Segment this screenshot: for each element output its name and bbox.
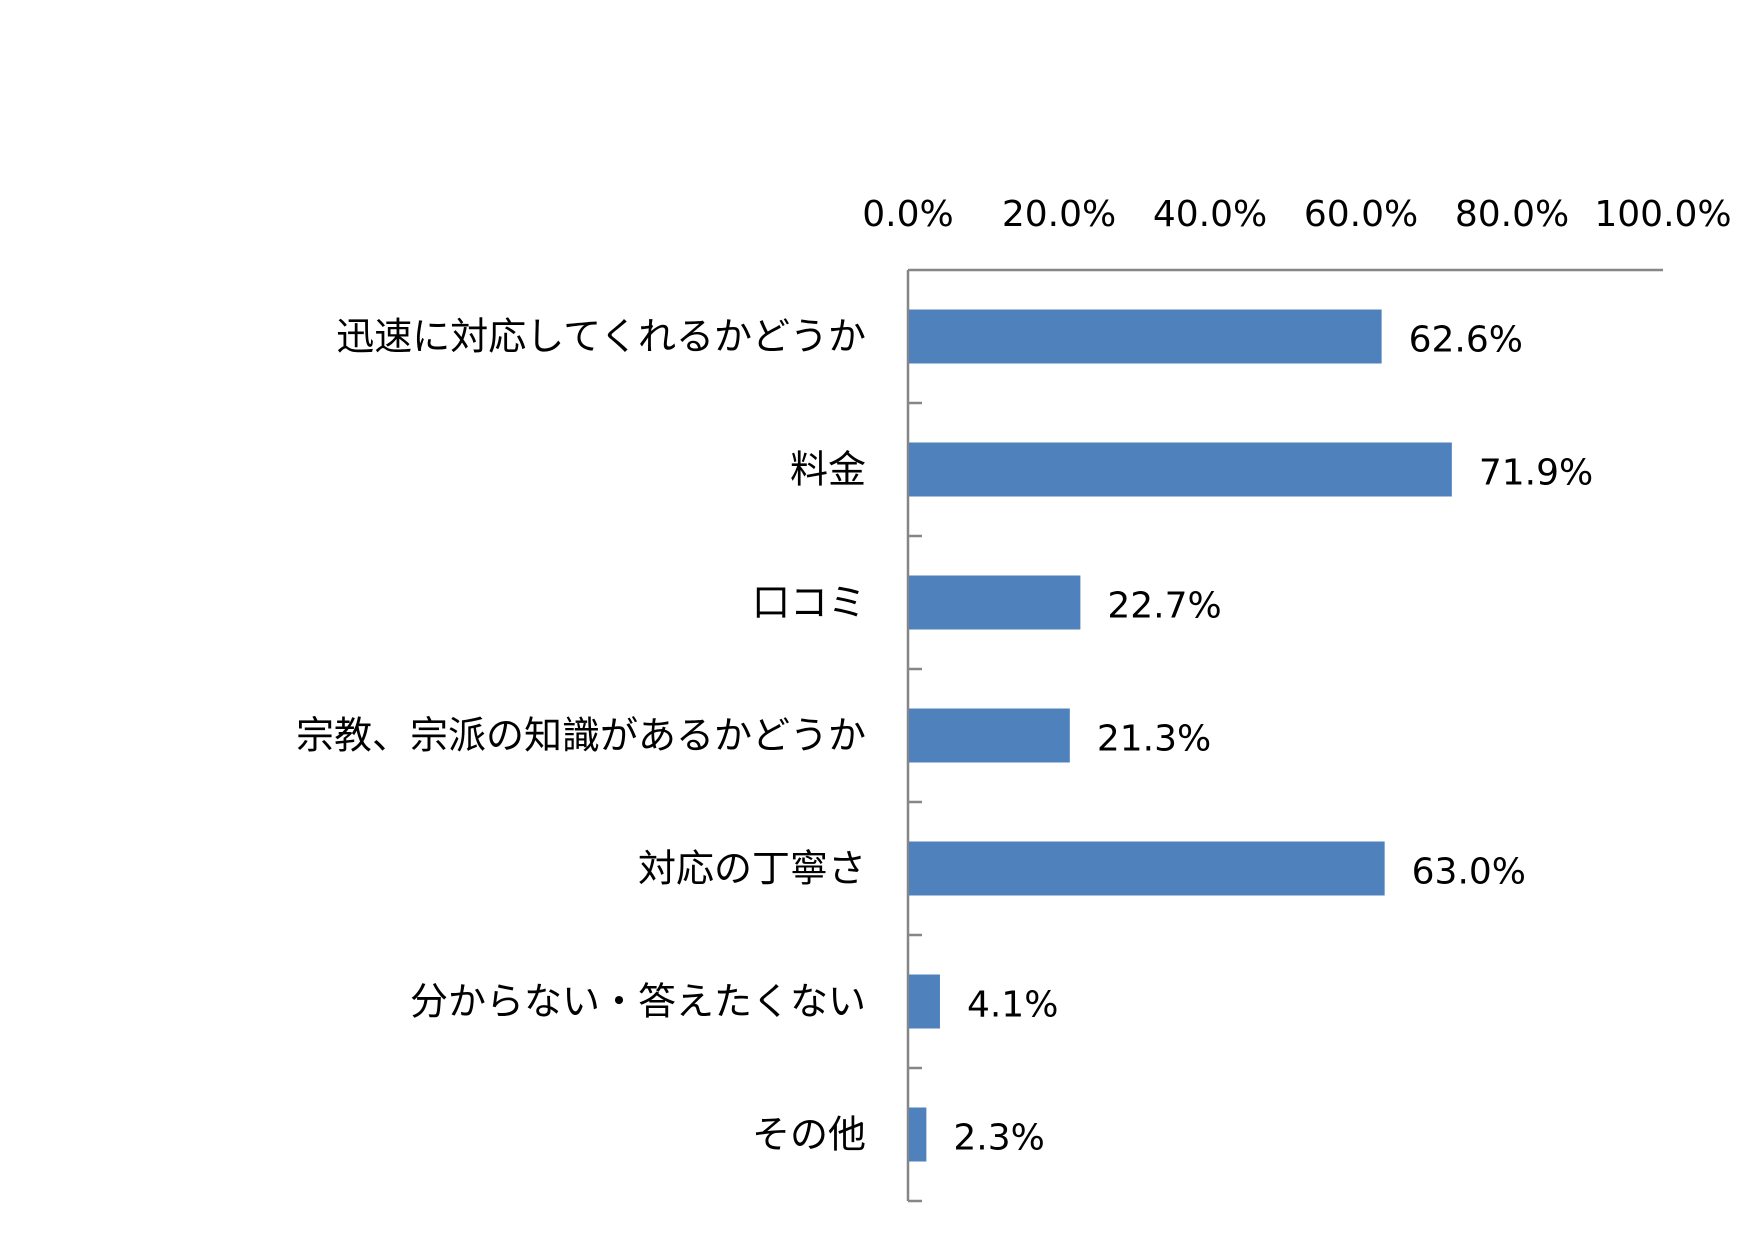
bar <box>909 575 1081 630</box>
category-label: その他 <box>752 1113 866 1157</box>
x-tick-label: 60.0% <box>1304 194 1418 235</box>
data-label: 21.3% <box>1097 719 1211 760</box>
x-tick-label: 40.0% <box>1153 194 1267 235</box>
data-label: 62.6% <box>1409 320 1523 361</box>
axes <box>906 268 1663 1203</box>
category-label: 宗教、宗派の知識があるかどうか <box>296 714 866 758</box>
x-tick-label: 80.0% <box>1455 194 1569 235</box>
category-label: 料金 <box>790 448 866 492</box>
data-label: 2.3% <box>953 1118 1044 1159</box>
x-tick-label: 100.0% <box>1594 194 1731 235</box>
data-label: 63.0% <box>1412 852 1526 893</box>
bar <box>909 1107 927 1162</box>
bars <box>909 309 1452 1162</box>
data-label: 22.7% <box>1107 586 1221 627</box>
x-axis-ticks: 0.0% 20.0% 40.0% 60.0% 80.0% 100.0% <box>862 194 1731 235</box>
value-labels: 62.6% 71.9% 22.7% 21.3% 63.0% 4.1% 2.3% <box>953 320 1593 1159</box>
data-label: 4.1% <box>967 985 1058 1026</box>
bar <box>909 708 1070 763</box>
data-label: 71.9% <box>1479 453 1593 494</box>
category-label: 対応の丁寧さ <box>638 847 866 891</box>
bar <box>909 442 1452 497</box>
bar <box>909 309 1382 364</box>
x-tick-label: 20.0% <box>1002 194 1116 235</box>
bar <box>909 974 940 1029</box>
category-label: 口コミ <box>752 581 866 625</box>
bar <box>909 841 1385 896</box>
category-label: 迅速に対応してくれるかどうか <box>336 315 866 359</box>
category-labels: 迅速に対応してくれるかどうか料金口コミ宗教、宗派の知識があるかどうか対応の丁寧さ… <box>296 315 866 1157</box>
category-label: 分からない・答えたくない <box>410 980 866 1024</box>
x-tick-label: 0.0% <box>862 194 953 235</box>
